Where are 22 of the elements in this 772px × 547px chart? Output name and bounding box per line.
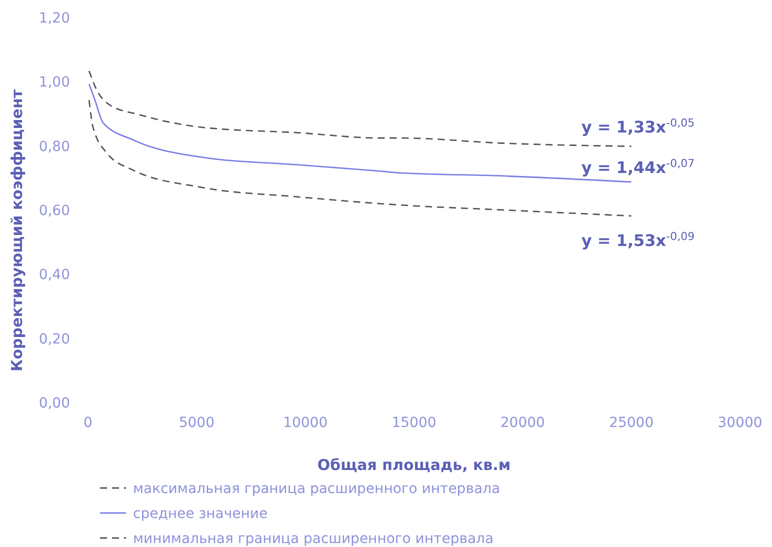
y-tick-label: 1,00 (38, 74, 70, 91)
x-tick-label: 0 (84, 414, 92, 431)
x-tick-label: 5000 (178, 414, 214, 431)
y-tick-label: 0,60 (38, 202, 70, 219)
y-axis-title: Корректирующий коэффициент (8, 89, 26, 372)
y-tick-label: 1,20 (38, 10, 70, 26)
y-tick-label: 0,80 (38, 138, 70, 155)
x-tick-label: 10000 (283, 414, 328, 431)
annotation: y = 1,53x$^{-0,09}$ (581, 229, 695, 250)
y-tick-label: 0,00 (38, 395, 70, 412)
y-tick-label: 0,20 (38, 331, 70, 348)
legend-label: среднее значение (133, 506, 268, 522)
x-axis-title: Общая площадь, кв.м (317, 456, 511, 474)
legend-label: минимальная граница расширенного интервала (133, 531, 494, 547)
x-tick-label: 30000 (718, 414, 762, 431)
y-tick-label: 0,40 (38, 267, 70, 284)
x-tick-label: 15000 (392, 414, 436, 431)
x-tick-label: 20000 (500, 414, 545, 431)
legend-label: максимальная граница расширенного интервала (133, 481, 500, 497)
annotation: y = 1,44x$^{-0,07}$ (581, 156, 695, 177)
x-tick-label: 25000 (609, 414, 654, 431)
annotation: y = 1,33x$^{-0,05}$ (581, 116, 695, 136)
